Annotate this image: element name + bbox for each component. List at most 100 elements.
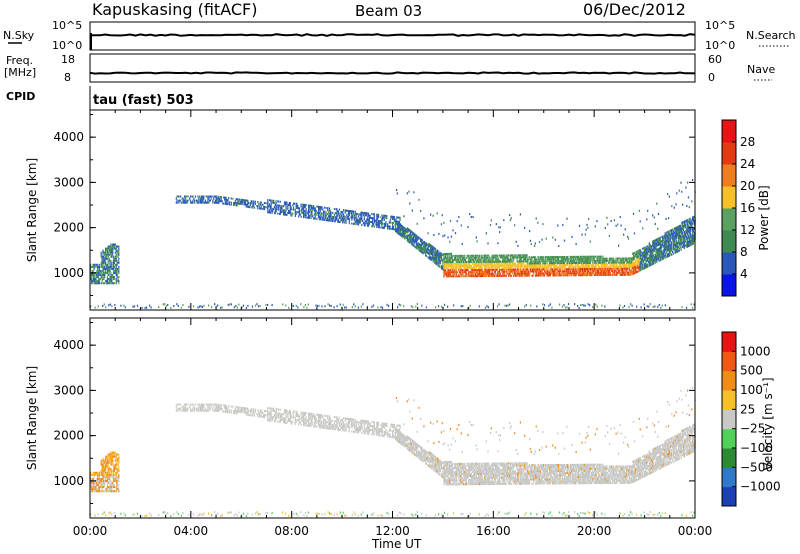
power-cell <box>635 261 637 264</box>
power-cell <box>318 208 321 211</box>
power-cell <box>667 237 669 240</box>
power-cell <box>626 269 628 272</box>
power-cell <box>652 248 654 251</box>
power-cell <box>192 199 194 202</box>
power-cell <box>308 214 310 217</box>
power-cell <box>357 221 360 224</box>
power-cell <box>90 280 93 283</box>
power-colorbar-swatch <box>722 120 736 143</box>
power-cell <box>408 228 410 231</box>
velocity-cell <box>101 465 103 468</box>
power-cell <box>529 264 531 267</box>
power-cell <box>402 230 404 233</box>
power-cell <box>109 270 111 273</box>
power-cell <box>529 262 531 265</box>
power-cell <box>173 305 175 308</box>
power-cell <box>454 259 456 262</box>
power-cell <box>573 272 576 275</box>
power-cell <box>288 212 290 215</box>
power-cell <box>362 303 364 306</box>
power-cell <box>526 272 528 275</box>
power-cell <box>686 235 688 238</box>
power-cell <box>559 262 561 265</box>
power-cell <box>675 235 677 238</box>
power-cell <box>115 259 117 262</box>
power-cell <box>305 204 307 207</box>
power-cell <box>397 228 400 231</box>
power-cell <box>430 257 433 260</box>
power-cell <box>307 216 309 219</box>
power-cell <box>306 210 308 213</box>
power-cell <box>625 257 627 260</box>
power-cell <box>667 253 669 256</box>
power-cell <box>309 204 311 207</box>
velocity-cell <box>109 461 111 464</box>
power-cell <box>633 268 636 271</box>
power-cell <box>681 238 683 241</box>
power-cell <box>553 258 555 261</box>
power-cell <box>366 305 369 308</box>
power-cell <box>487 242 489 245</box>
power-cell <box>283 211 285 214</box>
velocity-cell <box>113 490 116 493</box>
power-cell <box>561 260 563 263</box>
power-cell <box>497 266 499 269</box>
power-cell <box>692 216 695 219</box>
velocity-cell <box>106 486 109 489</box>
power-cell <box>619 263 621 266</box>
power-cell <box>548 270 551 273</box>
power-cell <box>544 270 547 273</box>
power-cell <box>590 259 592 262</box>
power-cell <box>637 264 639 267</box>
power-cell <box>290 214 292 217</box>
power-cell <box>582 274 584 277</box>
power-cell <box>606 265 608 268</box>
power-cell <box>588 263 591 266</box>
power-cell <box>105 253 108 256</box>
power-cell <box>102 257 104 260</box>
power-cell <box>426 251 428 254</box>
power-cell <box>541 268 543 271</box>
power-cell <box>618 271 621 274</box>
power-cell <box>642 268 644 271</box>
power-cell <box>529 268 532 271</box>
power-cell <box>633 264 636 267</box>
power-cell <box>607 267 609 270</box>
power-cell <box>652 259 654 262</box>
power-cell <box>622 261 624 264</box>
power-cell <box>443 269 445 272</box>
power-cell <box>520 266 522 269</box>
power-cell <box>283 213 286 216</box>
power-cell <box>672 248 675 251</box>
power-cell <box>92 265 94 268</box>
power-cell <box>616 271 618 274</box>
power-cell <box>649 254 651 257</box>
power-cell <box>422 246 424 249</box>
velocity-cell <box>101 471 103 474</box>
power-cell <box>412 236 414 239</box>
power-cell <box>621 261 623 264</box>
power-cell <box>575 243 577 246</box>
power-cell <box>608 265 610 268</box>
power-cell <box>540 264 542 267</box>
power-cell <box>682 227 685 230</box>
power-cell <box>301 207 303 210</box>
power-cell <box>280 211 282 214</box>
power-cell <box>386 215 388 218</box>
power-cell <box>314 207 316 210</box>
power-cell <box>524 274 527 277</box>
power-cell <box>681 232 683 235</box>
power-cell <box>587 272 589 275</box>
power-cell <box>485 262 487 265</box>
power-cell <box>553 262 555 265</box>
power-cell <box>593 257 596 260</box>
power-cell <box>219 198 221 201</box>
power-cell <box>101 274 103 277</box>
power-cell <box>397 224 399 227</box>
power-cell <box>91 270 94 273</box>
power-cell <box>602 263 604 266</box>
power-cell <box>431 249 433 252</box>
power-cell <box>112 255 115 258</box>
power-cell <box>514 264 517 267</box>
power-cell <box>495 268 497 271</box>
